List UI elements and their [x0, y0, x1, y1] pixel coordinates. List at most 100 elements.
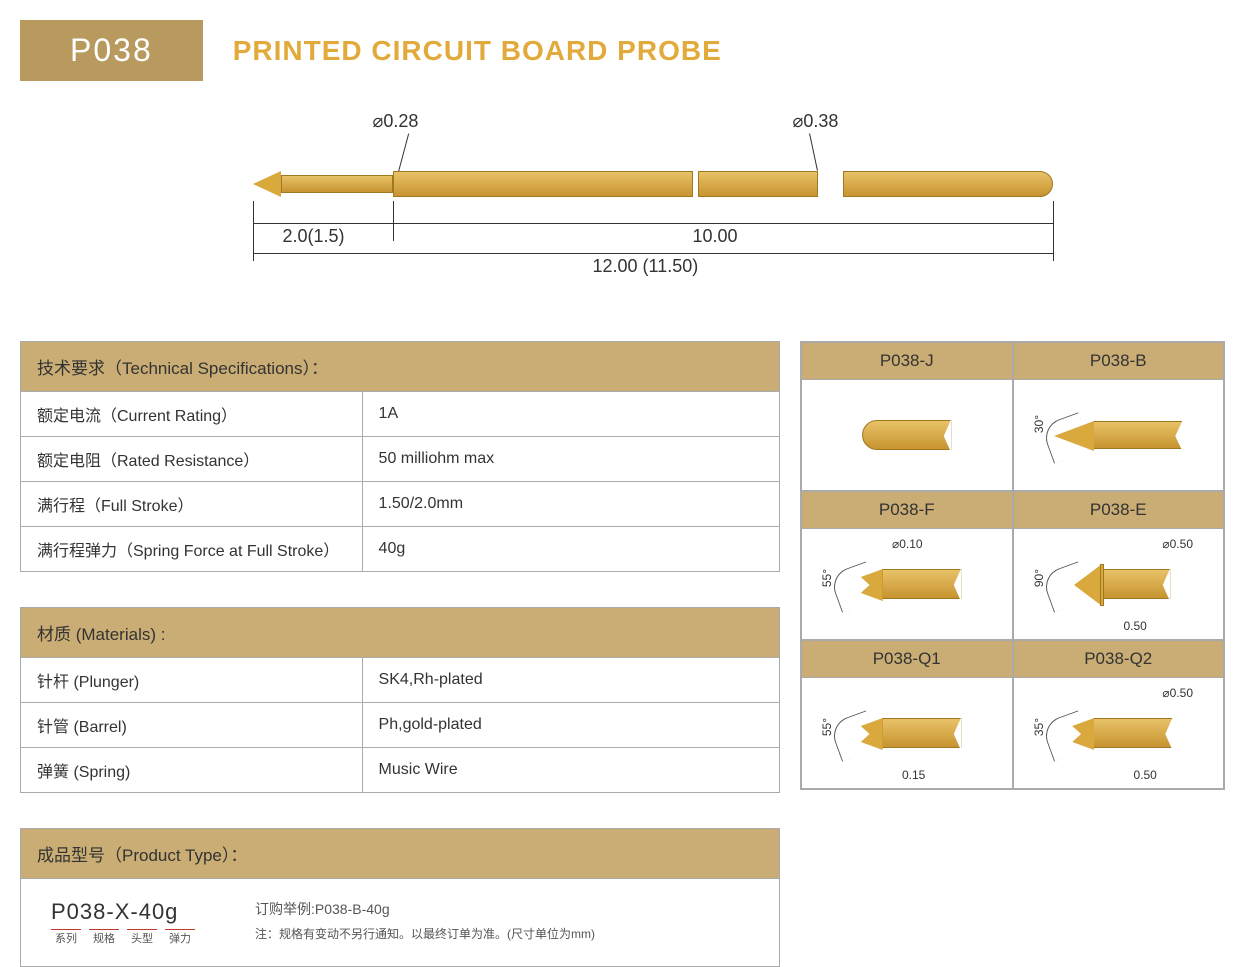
table-row: 针管 (Barrel) Ph,gold-plated — [21, 703, 780, 748]
tip-dim1: ⌀0.10 — [892, 537, 923, 551]
material-value: Music Wire — [362, 748, 779, 793]
main-title: PRINTED CIRCUIT BOARD PROBE — [233, 35, 722, 67]
spec-value: 40g — [362, 527, 779, 572]
material-label: 针杆 (Plunger) — [21, 658, 363, 703]
dim-barrel-len: 10.00 — [693, 226, 738, 247]
tip-angle: 30° — [1032, 415, 1046, 433]
tip-cell-f: P038-F 55° ⌀0.10 — [801, 491, 1013, 640]
header-row: P038 PRINTED CIRCUIT BOARD PROBE — [20, 20, 1225, 81]
material-value: Ph,gold-plated — [362, 703, 779, 748]
probe-diagram: ⌀0.28 ⌀0.38 2.0(1.5) 10.00 12.00 (11.50) — [173, 111, 1073, 291]
tip-cell-b: P038-B 30° — [1013, 342, 1225, 491]
lower-content: 技术要求（Technical Specifications）： 额定电流（Cur… — [20, 341, 1225, 967]
tip-cell-j: P038-J — [801, 342, 1013, 491]
spec-value: 1A — [362, 392, 779, 437]
product-type-model-block: P038-X-40g 系列 规格 头型 弹力 — [51, 899, 195, 946]
tip-grid: P038-J P038-B 30° P038-F 55° ⌀0.10 — [800, 341, 1225, 790]
tip-body: 35° ⌀0.50 0.50 — [1014, 678, 1224, 788]
tip-angle: 35° — [1032, 718, 1046, 736]
sublabel: 规格 — [89, 929, 119, 946]
ext-line — [253, 201, 254, 261]
table-row: 满行程弹力（Spring Force at Full Stroke） 40g — [21, 527, 780, 572]
left-column: 技术要求（Technical Specifications）： 额定电流（Cur… — [20, 341, 780, 967]
spec-label: 额定电阻（Rated Resistance） — [21, 437, 363, 482]
dim-total-len: 12.00 (11.50) — [593, 256, 699, 277]
tip-name: P038-J — [802, 343, 1012, 380]
sublabel: 弹力 — [165, 929, 195, 946]
probe-tip-shape — [253, 171, 281, 197]
specs-header: 技术要求（Technical Specifications）： — [21, 342, 780, 392]
table-row: 满行程（Full Stroke） 1.50/2.0mm — [21, 482, 780, 527]
table-row: 弹簧 (Spring) Music Wire — [21, 748, 780, 793]
tip-body: 55° 0.15 — [802, 678, 1012, 788]
ext-line — [393, 201, 394, 241]
tip-angle: 55° — [820, 569, 834, 587]
tip-name: P038-E — [1014, 492, 1224, 529]
materials-header: 材质 (Materials) : — [21, 608, 780, 658]
tip-cell-q1: P038-Q1 55° 0.15 — [801, 640, 1013, 789]
tip-body — [802, 380, 1012, 490]
tip-body: 90° ⌀0.50 0.50 — [1014, 529, 1224, 639]
spec-value: 1.50/2.0mm — [362, 482, 779, 527]
tip-shape-crown-icon — [1093, 718, 1173, 748]
tip-name: P038-Q1 — [802, 641, 1012, 678]
dim-dia-plunger: ⌀0.28 — [373, 111, 419, 132]
dim-line-total — [253, 253, 1053, 254]
tip-shape-point-icon — [1093, 421, 1183, 449]
materials-table: 材质 (Materials) : 针杆 (Plunger) SK4,Rh-pla… — [20, 607, 780, 793]
tip-shape-crown-icon — [882, 569, 962, 599]
tip-body: 55° ⌀0.10 — [802, 529, 1012, 639]
probe-barrel-shape-1 — [393, 171, 693, 197]
probe-plunger-shape — [281, 175, 393, 193]
tip-cell-q2: P038-Q2 35° ⌀0.50 0.50 — [1013, 640, 1225, 789]
table-row: 针杆 (Plunger) SK4,Rh-plated — [21, 658, 780, 703]
spec-label: 满行程（Full Stroke） — [21, 482, 363, 527]
tip-shape-crown-icon — [882, 718, 962, 748]
dim-dia-barrel: ⌀0.38 — [793, 111, 839, 132]
ext-line — [1053, 201, 1054, 261]
probe-body — [253, 171, 1053, 197]
spec-value: 50 milliohm max — [362, 437, 779, 482]
tip-cell-e: P038-E 90° ⌀0.50 0.50 — [1013, 491, 1225, 640]
tip-body: 30° — [1014, 380, 1224, 490]
sublabel: 系列 — [51, 929, 81, 946]
product-type-sublabels: 系列 规格 头型 弹力 — [51, 929, 195, 946]
material-label: 弹簧 (Spring) — [21, 748, 363, 793]
tip-angle: 90° — [1032, 569, 1046, 587]
table-row: 额定电阻（Rated Resistance） 50 milliohm max — [21, 437, 780, 482]
product-type-notes: 订购举例:P038-B-40g 注：规格有变动不另行通知。以最终订单为准。(尺寸… — [255, 899, 595, 942]
tip-dim2: 0.15 — [902, 768, 925, 782]
tip-dim2: 0.50 — [1124, 619, 1147, 633]
material-label: 针管 (Barrel) — [21, 703, 363, 748]
product-type-body: P038-X-40g 系列 规格 头型 弹力 订购举例:P038-B-40g 注… — [21, 879, 779, 966]
tip-name: P038-Q2 — [1014, 641, 1224, 678]
product-type-box: 成品型号（Product Type）： P038-X-40g 系列 规格 头型 … — [20, 828, 780, 967]
leader-plunger — [397, 134, 408, 173]
dim-line-barrel — [393, 223, 1053, 224]
probe-barrel-shape-3 — [843, 171, 1053, 197]
dim-tip-len: 2.0(1.5) — [283, 226, 345, 247]
right-column: P038-J P038-B 30° P038-F 55° ⌀0.10 — [800, 341, 1225, 967]
tip-name: P038-F — [802, 492, 1012, 529]
tip-name: P038-B — [1014, 343, 1224, 380]
product-type-model: P038-X-40g — [51, 899, 195, 925]
order-note: 注：规格有变动不另行通知。以最终订单为准。(尺寸单位为mm) — [255, 925, 595, 942]
tip-shape-spear-icon — [1101, 569, 1171, 599]
sublabel: 头型 — [127, 929, 157, 946]
part-number-badge: P038 — [20, 20, 203, 81]
table-row: 额定电流（Current Rating） 1A — [21, 392, 780, 437]
spec-label: 满行程弹力（Spring Force at Full Stroke） — [21, 527, 363, 572]
spec-label: 额定电流（Current Rating） — [21, 392, 363, 437]
order-example: 订购举例:P038-B-40g — [255, 899, 595, 919]
specs-table: 技术要求（Technical Specifications）： 额定电流（Cur… — [20, 341, 780, 572]
tip-dim2: 0.50 — [1134, 768, 1157, 782]
material-value: SK4,Rh-plated — [362, 658, 779, 703]
tip-dim1: ⌀0.50 — [1162, 537, 1193, 551]
dim-line-tip — [253, 223, 393, 224]
product-type-header: 成品型号（Product Type）： — [21, 829, 779, 879]
probe-barrel-shape-2 — [698, 171, 818, 197]
tip-angle: 55° — [820, 718, 834, 736]
tip-shape-round-icon — [862, 420, 952, 450]
tip-dim1: ⌀0.50 — [1162, 686, 1193, 700]
leader-barrel — [809, 133, 818, 170]
